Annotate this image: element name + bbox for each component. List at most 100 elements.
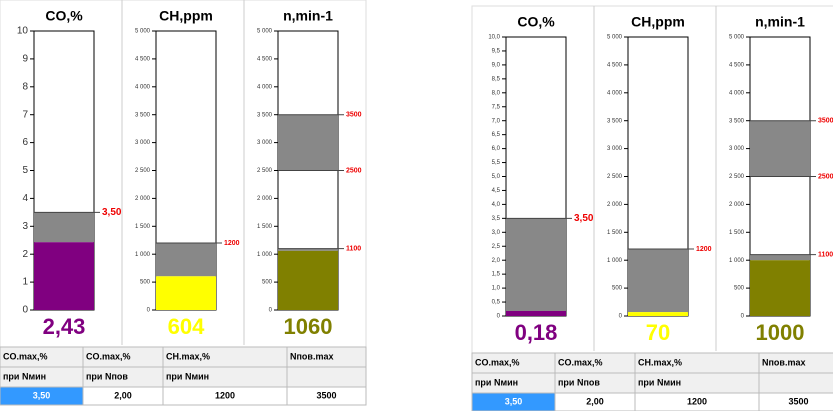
limit-label: 1100 <box>346 245 361 252</box>
table-text: CO.max,% <box>3 351 48 361</box>
tick-label: 9,5 <box>492 49 501 55</box>
table-text: при Nмин <box>638 377 681 387</box>
tick-label: 2 000 <box>135 196 151 202</box>
tick-label: 4 000 <box>257 84 273 90</box>
tick-label: 5 000 <box>257 29 273 35</box>
limit-label: 1100 <box>818 251 833 258</box>
table-text: 3,50 <box>505 396 523 406</box>
tick-label: 3 500 <box>257 112 273 118</box>
tick-label: 0,5 <box>492 300 501 306</box>
table-text: 1200 <box>687 396 707 406</box>
tick-label: 500 <box>734 286 745 292</box>
tick-label: 10 <box>17 26 29 37</box>
tick-label: 4 500 <box>135 56 151 62</box>
tick-label: 2 000 <box>607 202 623 208</box>
table-cell <box>758 392 833 411</box>
tick-label: 1,0 <box>492 286 501 292</box>
value-fill <box>506 310 566 316</box>
tick-label: 3 500 <box>729 118 745 124</box>
table-text: 1200 <box>215 390 235 400</box>
tick-label: 5 000 <box>135 29 151 35</box>
tick-label: 0 <box>147 308 151 314</box>
value-fill <box>278 250 338 310</box>
tick-label: 8,0 <box>492 90 501 96</box>
tick-label: 1 000 <box>607 258 623 264</box>
tick-label: 3 500 <box>607 118 623 124</box>
tick-label: 5,5 <box>492 160 501 166</box>
table-text: при Nпов <box>558 377 600 387</box>
margin-zone <box>750 120 810 177</box>
tick-label: 6 <box>22 137 28 148</box>
tick-label: 4,0 <box>492 202 501 208</box>
tick-label: 2 000 <box>729 202 745 208</box>
margin-zone <box>34 212 94 243</box>
gauge-title: CH,ppm <box>159 8 213 24</box>
tick-label: 3 000 <box>135 140 151 146</box>
tick-label: 7,0 <box>492 118 501 124</box>
margin-zone <box>506 218 566 311</box>
limit-label: 3500 <box>346 112 362 119</box>
table-text: Nпов.max <box>290 351 333 361</box>
table-cell <box>758 372 833 394</box>
tick-label: 3 000 <box>257 140 273 146</box>
margin-zone <box>156 243 216 277</box>
limit-label: 3500 <box>818 118 833 125</box>
tick-label: 4 500 <box>257 56 273 62</box>
tick-label: 6,0 <box>492 146 501 152</box>
tick-label: 3,5 <box>492 216 501 222</box>
tick-label: 6,5 <box>492 132 501 138</box>
tick-label: 1 000 <box>257 252 273 258</box>
table-text: Nпов.max <box>762 357 805 367</box>
tick-label: 1,5 <box>492 272 501 278</box>
value-fill <box>750 260 810 316</box>
gauge-title: CH,ppm <box>631 14 685 30</box>
tick-label: 8,5 <box>492 76 501 82</box>
tick-label: 4 000 <box>729 90 745 96</box>
tick-label: 1 500 <box>135 224 151 230</box>
gauge-title: CO,% <box>45 8 83 24</box>
tick-label: 7 <box>22 109 28 120</box>
value-label: 1060 <box>284 314 333 339</box>
tick-label: 0 <box>497 314 501 320</box>
margin-zone <box>278 248 338 251</box>
tick-label: 5 <box>22 165 28 176</box>
limit-label: 2500 <box>818 173 833 180</box>
tick-label: 1 500 <box>607 230 623 236</box>
table-text: CH.max,% <box>166 351 210 361</box>
tick-label: 3 000 <box>729 146 745 152</box>
tick-label: 4 000 <box>135 84 151 90</box>
tick-label: 1 <box>22 277 28 288</box>
table-text: 2,00 <box>586 396 604 406</box>
table-text: CH.max,% <box>638 357 682 367</box>
tick-label: 2,5 <box>492 244 501 250</box>
gauge-title: n,min-1 <box>283 8 333 24</box>
tick-label: 1 500 <box>257 224 273 230</box>
value-fill <box>628 312 688 316</box>
tick-label: 3 <box>22 221 28 232</box>
table-text: при Nмин <box>166 371 209 381</box>
tick-label: 500 <box>140 280 151 286</box>
tick-label: 5,0 <box>492 174 501 180</box>
tick-label: 0 <box>22 305 28 316</box>
limit-label: 3,50 <box>102 207 122 218</box>
tick-label: 0 <box>269 308 273 314</box>
tick-label: 2 000 <box>257 196 273 202</box>
tick-label: 2 500 <box>607 174 623 180</box>
tick-label: 2 500 <box>729 174 745 180</box>
tick-label: 1 000 <box>729 258 745 264</box>
limit-label: 1200 <box>224 240 240 247</box>
value-label: 604 <box>168 314 205 339</box>
table-text: CO.max,% <box>558 357 603 367</box>
tick-label: 0 <box>741 314 745 320</box>
tick-label: 3,0 <box>492 230 501 236</box>
tick-label: 500 <box>612 286 623 292</box>
tick-label: 4 500 <box>607 62 623 68</box>
tick-label: 9 <box>22 54 28 65</box>
value-label: 70 <box>646 320 670 345</box>
tick-label: 3 500 <box>135 112 151 118</box>
tick-label: 1 000 <box>135 252 151 258</box>
value-label: 2,43 <box>43 314 86 339</box>
table-text: при Nмин <box>475 377 518 387</box>
value-label: 0,18 <box>515 320 558 345</box>
